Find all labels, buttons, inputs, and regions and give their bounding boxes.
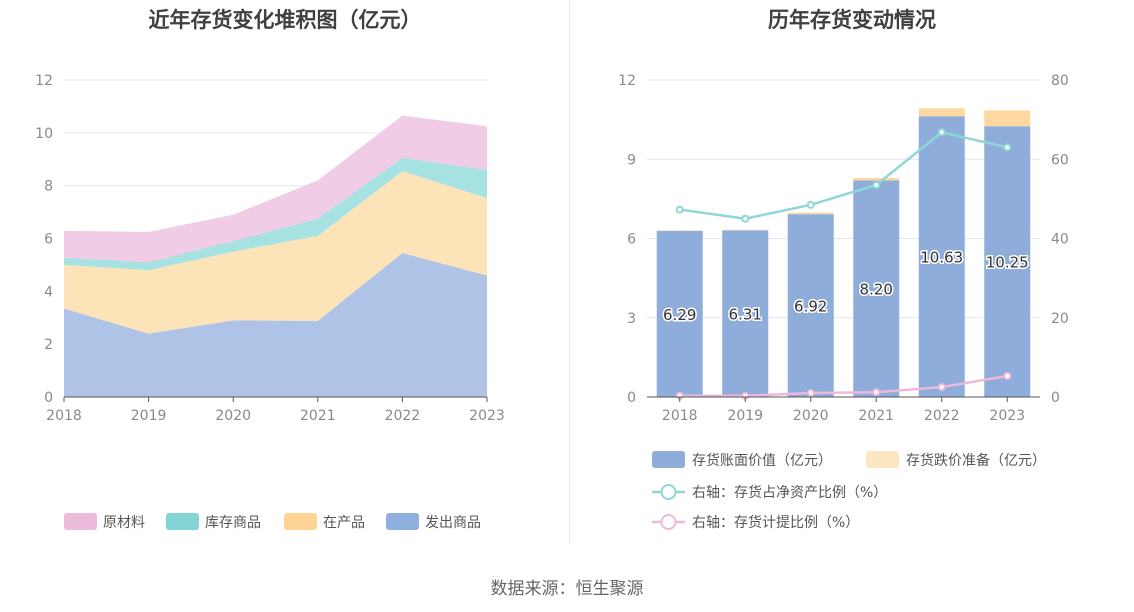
y2-tick-label: 0 xyxy=(1051,390,1060,406)
y-tick-label: 0 xyxy=(44,390,53,406)
y-tick-label: 2 xyxy=(44,337,53,353)
bar-1-2023 xyxy=(984,110,1031,127)
line-point xyxy=(741,214,750,223)
y-tick-label: 6 xyxy=(44,232,53,248)
line-point xyxy=(1003,371,1012,380)
legend-label: 右轴：存货计提比例（%） xyxy=(692,514,859,531)
area-series-3 xyxy=(64,115,487,263)
x-tick-label: 2022 xyxy=(924,408,960,424)
line-point xyxy=(872,388,881,397)
legend-label: 右轴：存货占净资产比例（%） xyxy=(692,484,887,501)
line-point xyxy=(806,200,815,209)
x-tick-label: 2023 xyxy=(469,408,505,424)
y-tick-label: 12 xyxy=(35,73,53,89)
line-point xyxy=(937,383,946,392)
legend-swatch xyxy=(652,451,685,468)
y-tick-label: 12 xyxy=(618,73,636,89)
x-tick-label: 2023 xyxy=(989,408,1025,424)
y2-tick-label: 60 xyxy=(1051,152,1069,168)
stacked-area-chart: 0 2 4 6 8 10 12 2018 2019 2020 2021 2022 2023 原材料 库存商品… xyxy=(35,73,505,531)
line-point xyxy=(872,181,881,190)
legend-swatch xyxy=(166,513,199,530)
bar-0-2023 xyxy=(984,126,1031,398)
line-series-0 xyxy=(679,130,1008,220)
line-point xyxy=(806,389,815,398)
legend-label: 原材料 xyxy=(103,515,145,531)
line-point xyxy=(1003,143,1012,152)
x-tick-label: 2020 xyxy=(793,408,829,424)
bar-value-label: 6.29 xyxy=(663,306,696,324)
bar-1-2020 xyxy=(787,212,834,215)
y-tick-label: 0 xyxy=(627,390,636,406)
y-tick-label: 10 xyxy=(35,126,53,142)
bar-line-chart: 0 3 6 9 12 0 20 40 60 80 6.29 6.31 6.92 8.20 10.63 10.2… xyxy=(618,73,1069,531)
area-series-2 xyxy=(64,157,487,271)
legend-label: 库存商品 xyxy=(205,515,261,531)
bar-0-2020 xyxy=(787,214,834,397)
x-tick-label: 2021 xyxy=(858,408,894,424)
x-tick-label: 2022 xyxy=(385,408,421,424)
y-tick-label: 6 xyxy=(627,232,636,248)
legend-label: 存货跌价准备（亿元） xyxy=(906,452,1046,469)
panel-divider xyxy=(569,0,570,545)
x-tick-label: 2021 xyxy=(300,408,336,424)
legend-label: 存货账面价值（亿元） xyxy=(692,452,832,469)
legend-label: 发出商品 xyxy=(425,515,481,531)
legend-swatch xyxy=(64,513,97,530)
bar-0-2019 xyxy=(722,230,769,397)
area-series-0 xyxy=(64,253,487,397)
legend-line-marker xyxy=(660,484,677,500)
y-tick-label: 9 xyxy=(627,152,636,168)
bar-1-2018 xyxy=(656,230,703,231)
bar-value-label: 8.20 xyxy=(860,281,893,299)
y2-tick-label: 20 xyxy=(1051,311,1069,327)
legend-line-marker xyxy=(660,514,677,530)
bar-value-label: 10.25 xyxy=(986,254,1029,272)
bar-value-label: 6.31 xyxy=(729,306,762,324)
x-tick-label: 2019 xyxy=(131,408,167,424)
line-series-1 xyxy=(679,374,1008,398)
legend-swatch xyxy=(386,513,419,530)
bar-0-2022 xyxy=(918,116,965,398)
legend-swatch xyxy=(284,513,317,530)
legend-label: 在产品 xyxy=(323,515,365,531)
legend-swatch xyxy=(866,451,899,468)
y-tick-label: 4 xyxy=(44,284,53,300)
bar-1-2019 xyxy=(722,229,769,231)
line-point xyxy=(937,128,946,137)
y-tick-label: 3 xyxy=(627,311,636,327)
x-tick-label: 2018 xyxy=(46,408,82,424)
data-source-note: 数据来源：恒生聚源 xyxy=(490,579,644,599)
bar-value-label: 10.63 xyxy=(920,249,963,267)
x-tick-label: 2019 xyxy=(727,408,763,424)
bar-1-2022 xyxy=(918,108,965,117)
right-chart-title: 历年存货变动情况 xyxy=(768,8,936,32)
bar-1-2021 xyxy=(853,178,900,181)
bar-0-2018 xyxy=(656,230,703,397)
x-tick-label: 2018 xyxy=(662,408,698,424)
y2-tick-label: 40 xyxy=(1051,232,1069,248)
y2-tick-label: 80 xyxy=(1051,73,1069,89)
left-chart-title: 近年存货变化堆积图（亿元） xyxy=(148,8,422,32)
area-series-1 xyxy=(64,171,487,334)
x-tick-label: 2020 xyxy=(215,408,251,424)
line-point xyxy=(675,205,684,214)
bar-value-label: 6.92 xyxy=(794,298,827,316)
bar-0-2021 xyxy=(853,180,900,397)
y-tick-label: 8 xyxy=(44,179,53,195)
